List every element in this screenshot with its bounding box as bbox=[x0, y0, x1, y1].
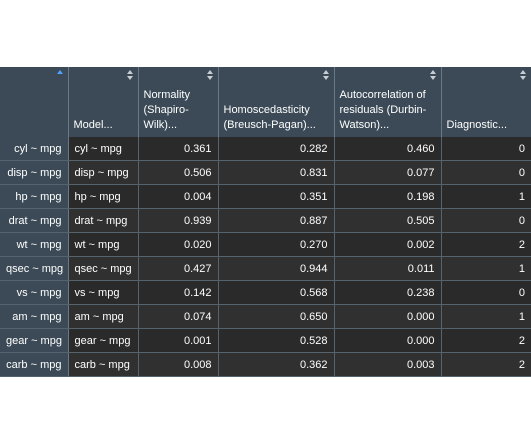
cell-normality: 0.004 bbox=[138, 184, 219, 209]
cell-homoscedasticity: 0.887 bbox=[218, 208, 335, 233]
table-row: hp ~ mpg hp ~ mpg 0.004 0.351 0.198 1 bbox=[0, 184, 531, 209]
sort-icon[interactable] bbox=[429, 70, 436, 80]
cell-model: cyl ~ mpg bbox=[68, 137, 139, 161]
cell-autocorrelation: 0.077 bbox=[334, 160, 442, 185]
cell-model: drat ~ mpg bbox=[68, 208, 139, 233]
cell-diagnostic: 2 bbox=[441, 232, 531, 257]
cell-normality: 0.361 bbox=[138, 137, 219, 161]
cell-normality: 0.506 bbox=[138, 160, 219, 185]
column-header-homoscedasticity[interactable]: Homoscedasticity (Breusch-Pagan)... bbox=[218, 67, 335, 137]
cell-normality: 0.939 bbox=[138, 208, 219, 233]
table-row: gear ~ mpg gear ~ mpg 0.001 0.528 0.000 … bbox=[0, 328, 531, 353]
cell-homoscedasticity: 0.362 bbox=[218, 352, 335, 377]
cell-homoscedasticity: 0.282 bbox=[218, 137, 335, 161]
cell-normality: 0.001 bbox=[138, 328, 219, 353]
cell-homoscedasticity: 0.568 bbox=[218, 280, 335, 305]
cell-normality: 0.142 bbox=[138, 280, 219, 305]
cell-diagnostic: 1 bbox=[441, 256, 531, 281]
column-header-label: Diagnostic... bbox=[446, 119, 508, 131]
table-row: carb ~ mpg carb ~ mpg 0.008 0.362 0.003 … bbox=[0, 352, 531, 377]
row-name: gear ~ mpg bbox=[0, 328, 69, 353]
cell-autocorrelation: 0.505 bbox=[334, 208, 442, 233]
data-grid: Model... Normality (Shapiro-Wilk)... Hom… bbox=[0, 67, 531, 377]
cell-diagnostic: 2 bbox=[441, 352, 531, 377]
table-row: wt ~ mpg wt ~ mpg 0.020 0.270 0.002 2 bbox=[0, 232, 531, 257]
cell-normality: 0.427 bbox=[138, 256, 219, 281]
column-header-model[interactable]: Model... bbox=[68, 67, 139, 137]
row-name: qsec ~ mpg bbox=[0, 256, 69, 281]
column-header-autocorrelation[interactable]: Autocorrelation of residuals (Durbin-Wat… bbox=[334, 67, 442, 137]
sort-ascending-icon[interactable] bbox=[56, 70, 63, 80]
sort-icon[interactable] bbox=[520, 70, 526, 80]
cell-model: vs ~ mpg bbox=[68, 280, 139, 305]
table-row: qsec ~ mpg qsec ~ mpg 0.427 0.944 0.011 … bbox=[0, 256, 531, 281]
column-header-label: Homoscedasticity (Breusch-Pagan)... bbox=[223, 104, 316, 131]
sort-icon[interactable] bbox=[126, 70, 133, 80]
cell-normality: 0.074 bbox=[138, 304, 219, 329]
table-row: vs ~ mpg vs ~ mpg 0.142 0.568 0.238 0 bbox=[0, 280, 531, 305]
cell-homoscedasticity: 0.650 bbox=[218, 304, 335, 329]
cell-normality: 0.020 bbox=[138, 232, 219, 257]
cell-autocorrelation: 0.000 bbox=[334, 328, 442, 353]
cell-autocorrelation: 0.002 bbox=[334, 232, 442, 257]
cell-autocorrelation: 0.460 bbox=[334, 137, 442, 161]
table-row: disp ~ mpg disp ~ mpg 0.506 0.831 0.077 … bbox=[0, 160, 531, 185]
cell-model: disp ~ mpg bbox=[68, 160, 139, 185]
column-header-normality[interactable]: Normality (Shapiro-Wilk)... bbox=[138, 67, 219, 137]
cell-homoscedasticity: 0.831 bbox=[218, 160, 335, 185]
cell-diagnostic: 1 bbox=[441, 304, 531, 329]
cell-homoscedasticity: 0.528 bbox=[218, 328, 335, 353]
column-header-label: Normality (Shapiro-Wilk)... bbox=[143, 89, 190, 131]
cell-autocorrelation: 0.003 bbox=[334, 352, 442, 377]
cell-diagnostic: 2 bbox=[441, 328, 531, 353]
row-name: am ~ mpg bbox=[0, 304, 69, 329]
row-name: disp ~ mpg bbox=[0, 160, 69, 185]
cell-model: am ~ mpg bbox=[68, 304, 139, 329]
cell-diagnostic: 0 bbox=[441, 280, 531, 305]
column-header-label: Model... bbox=[73, 119, 113, 131]
cell-normality: 0.008 bbox=[138, 352, 219, 377]
sort-icon[interactable] bbox=[322, 70, 329, 80]
header-row: Model... Normality (Shapiro-Wilk)... Hom… bbox=[0, 67, 531, 137]
sort-icon[interactable] bbox=[206, 70, 213, 80]
table-row: cyl ~ mpg cyl ~ mpg 0.361 0.282 0.460 0 bbox=[0, 137, 531, 161]
cell-homoscedasticity: 0.270 bbox=[218, 232, 335, 257]
cell-diagnostic: 0 bbox=[441, 137, 531, 161]
row-name: carb ~ mpg bbox=[0, 352, 69, 377]
column-header-rownames[interactable] bbox=[0, 67, 69, 137]
cell-diagnostic: 0 bbox=[441, 160, 531, 185]
cell-model: carb ~ mpg bbox=[68, 352, 139, 377]
cell-autocorrelation: 0.198 bbox=[334, 184, 442, 209]
cell-diagnostic: 0 bbox=[441, 208, 531, 233]
row-name: wt ~ mpg bbox=[0, 232, 69, 257]
cell-model: wt ~ mpg bbox=[68, 232, 139, 257]
column-header-label: Autocorrelation of residuals (Durbin-Wat… bbox=[339, 89, 427, 131]
cell-model: qsec ~ mpg bbox=[68, 256, 139, 281]
cell-model: hp ~ mpg bbox=[68, 184, 139, 209]
cell-diagnostic: 1 bbox=[441, 184, 531, 209]
row-name: vs ~ mpg bbox=[0, 280, 69, 305]
cell-autocorrelation: 0.011 bbox=[334, 256, 442, 281]
cell-homoscedasticity: 0.351 bbox=[218, 184, 335, 209]
row-name: hp ~ mpg bbox=[0, 184, 69, 209]
cell-model: gear ~ mpg bbox=[68, 328, 139, 353]
cell-homoscedasticity: 0.944 bbox=[218, 256, 335, 281]
table-row: drat ~ mpg drat ~ mpg 0.939 0.887 0.505 … bbox=[0, 208, 531, 233]
cell-autocorrelation: 0.000 bbox=[334, 304, 442, 329]
row-name: drat ~ mpg bbox=[0, 208, 69, 233]
row-name: cyl ~ mpg bbox=[0, 137, 69, 161]
column-header-diagnostic[interactable]: Diagnostic... bbox=[441, 67, 531, 137]
data-table: Model... Normality (Shapiro-Wilk)... Hom… bbox=[0, 67, 531, 377]
table-row: am ~ mpg am ~ mpg 0.074 0.650 0.000 1 bbox=[0, 304, 531, 329]
cell-autocorrelation: 0.238 bbox=[334, 280, 442, 305]
